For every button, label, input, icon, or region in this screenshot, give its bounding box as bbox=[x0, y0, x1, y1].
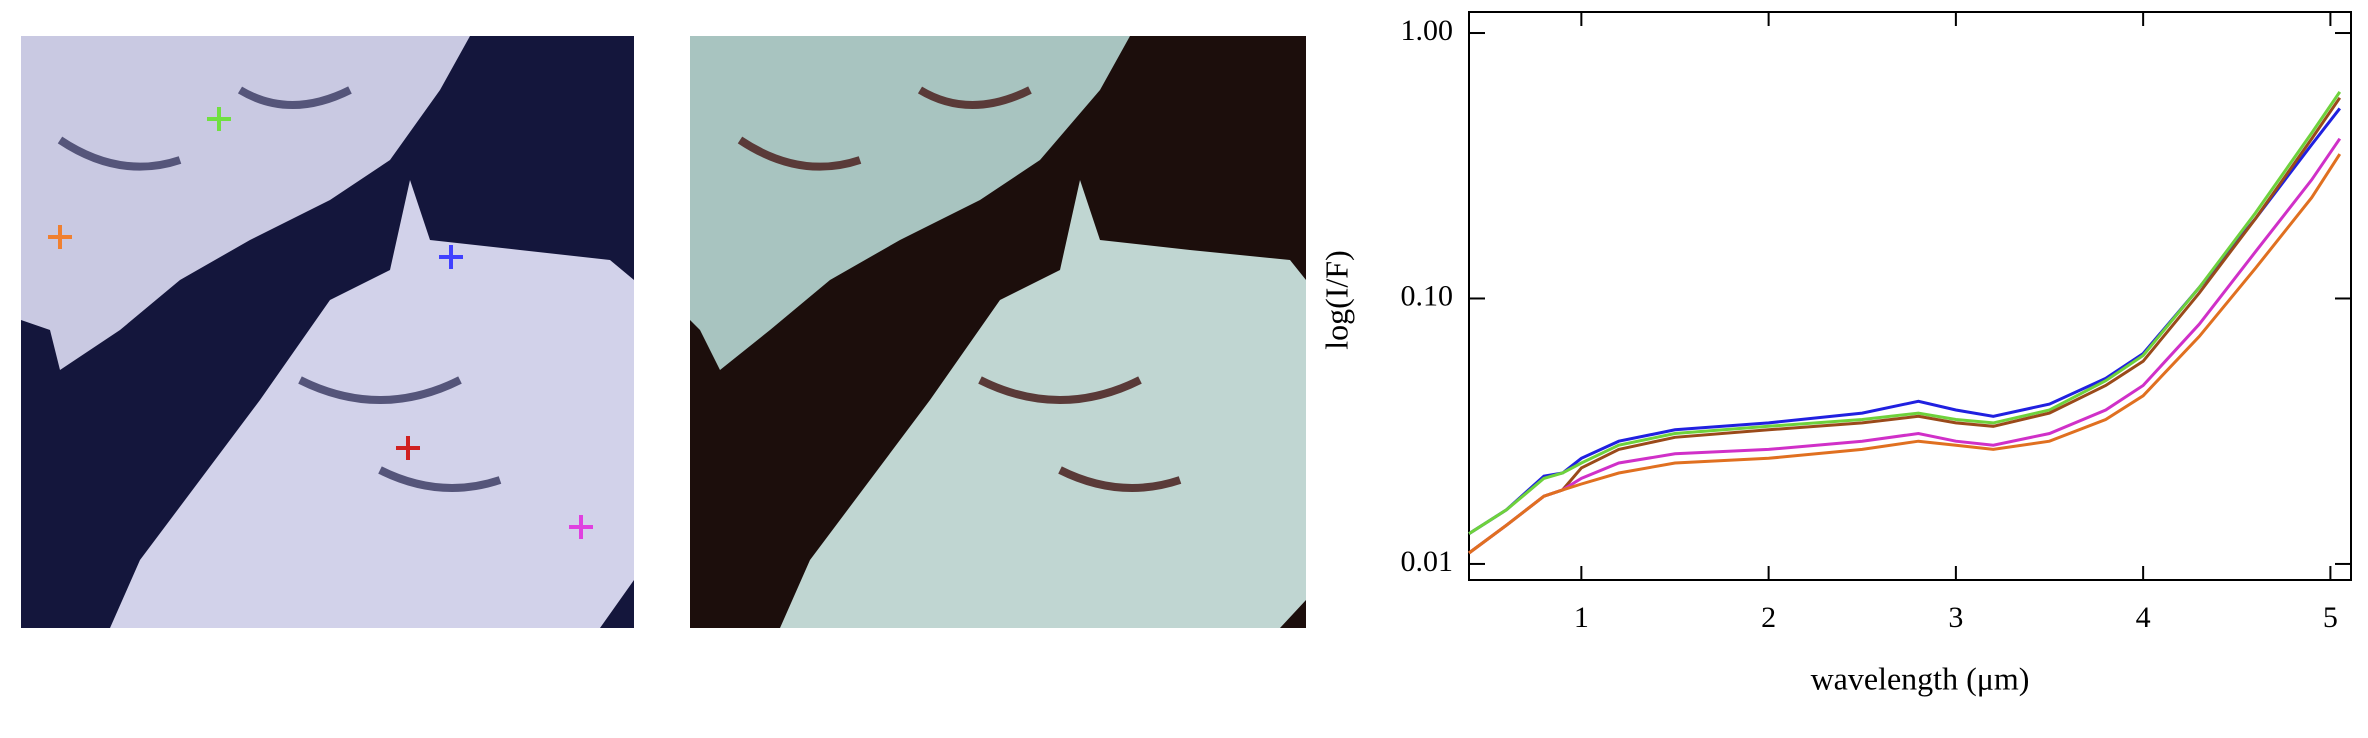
y-tick-label: 0.01 bbox=[1401, 545, 1454, 578]
spectrum-line bbox=[1468, 153, 2342, 555]
location-markers bbox=[48, 107, 593, 539]
visible-image bbox=[21, 36, 634, 628]
y-tick-label: 1.00 bbox=[1401, 14, 1454, 47]
spectrum-line bbox=[1468, 137, 2342, 555]
spectrum-line bbox=[1468, 91, 2342, 535]
x-tick-label: 2 bbox=[1761, 601, 1776, 634]
color-ratio-image bbox=[690, 36, 1306, 628]
x-tick-label: 5 bbox=[2323, 601, 2338, 634]
x-axis-label: wavelength (μm) bbox=[1811, 660, 2030, 696]
x-tick-label: 3 bbox=[1948, 601, 1963, 634]
x-tick-label: 4 bbox=[2136, 601, 2151, 634]
x-tick-label: 1 bbox=[1574, 601, 1589, 634]
y-tick-label: 0.10 bbox=[1401, 279, 1454, 312]
y-axis-label: log(I/F) bbox=[1318, 250, 1354, 350]
plot-frame bbox=[1468, 11, 2352, 581]
